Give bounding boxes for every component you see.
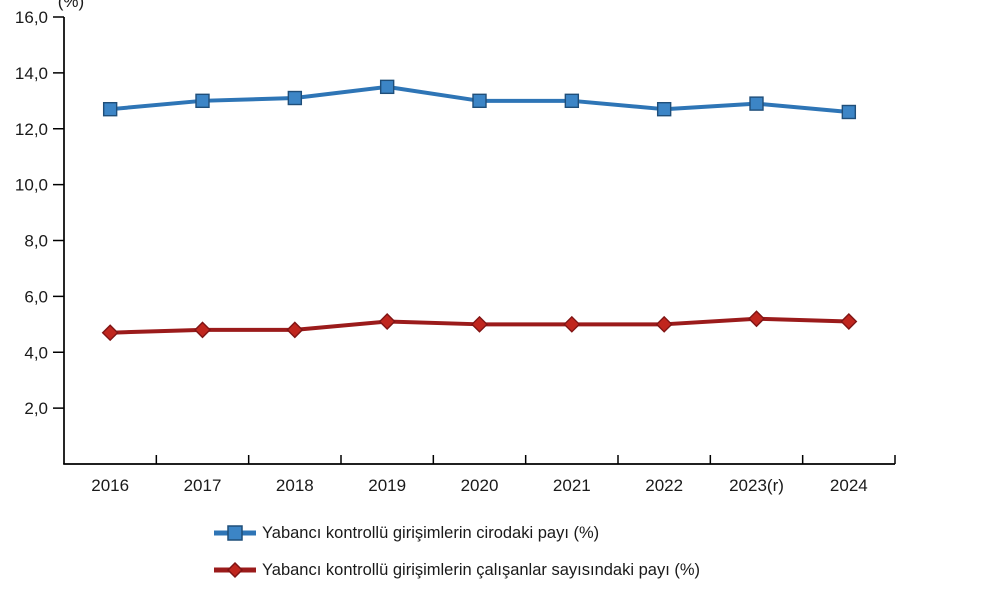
- data-point: [748, 310, 765, 328]
- data-point: [655, 315, 673, 333]
- y-tick-label: 8,0: [24, 232, 48, 251]
- line-chart: (%) 2,0 4,0 6,0 8,0 10,0 12,0 14,0 16,0 2016 2017 2…: [15, 0, 896, 495]
- data-point: [287, 90, 303, 106]
- legend-item-turnover-share: Yabancı kontrollü girişimlerin cirodaki …: [213, 523, 599, 543]
- legend-label-turnover-share: Yabancı kontrollü girişimlerin cirodaki …: [262, 523, 600, 542]
- legend-label-employees-share: Yabancı kontrollü girişimlerin çalışanla…: [262, 560, 701, 579]
- data-point: [286, 321, 304, 339]
- data-point: [378, 313, 396, 331]
- y-tick-label: 2,0: [24, 399, 48, 418]
- data-point: [471, 315, 488, 333]
- legend-item-employees-share: Yabancı kontrollü girişimlerin çalışanla…: [213, 560, 700, 580]
- data-point: [101, 324, 119, 342]
- data-point: [749, 96, 764, 111]
- y-tick-label: 12,0: [15, 120, 48, 139]
- data-point: [656, 101, 672, 117]
- x-tick-label: 2018: [276, 476, 314, 495]
- x-tick-label: 2016: [91, 476, 129, 495]
- data-point: [841, 104, 857, 120]
- data-point: [840, 313, 858, 331]
- x-tick-label: 2021: [553, 476, 591, 495]
- y-tick-label: 6,0: [24, 287, 48, 306]
- data-point: [102, 101, 118, 117]
- data-point: [379, 79, 395, 95]
- data-point: [194, 321, 211, 339]
- x-tick-label: 2020: [461, 476, 499, 495]
- x-tick-label: 2022: [645, 476, 683, 495]
- legend-marker-square-icon: [214, 525, 256, 541]
- y-tick-label: 14,0: [15, 64, 48, 83]
- x-tick-label: 2023(r): [729, 476, 784, 495]
- x-tick-label: 2017: [184, 476, 222, 495]
- y-tick-label: 10,0: [15, 176, 48, 195]
- data-point: [195, 93, 210, 109]
- x-tick-label: 2024: [830, 476, 868, 495]
- x-tick-label: 2019: [368, 476, 406, 495]
- data-point: [564, 93, 580, 109]
- y-tick-label: 16,0: [15, 8, 48, 27]
- legend-marker-diamond-icon: [214, 561, 256, 579]
- data-point: [472, 93, 487, 109]
- data-point: [563, 315, 581, 333]
- y-axis-unit-label: (%): [58, 0, 84, 11]
- y-tick-label: 4,0: [24, 343, 48, 362]
